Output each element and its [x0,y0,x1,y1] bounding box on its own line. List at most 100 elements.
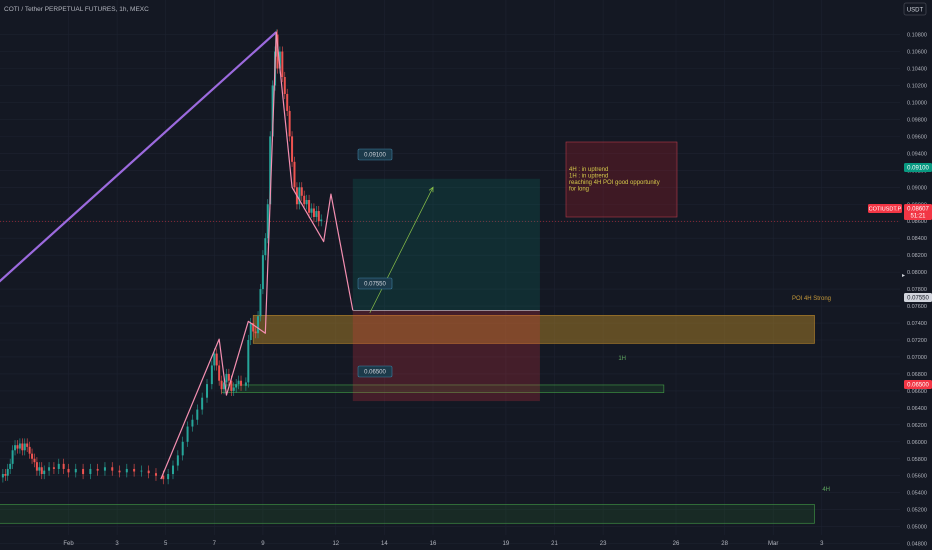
candle-body [281,51,284,77]
candle-body [288,110,291,137]
stop-price-tag[interactable]: 0.06500 [357,365,393,378]
candle-body [26,443,29,447]
time-tick-label: 14 [381,541,388,547]
candle-body [291,136,294,162]
candle-body [96,468,99,471]
price-tick-label: 0.05600 [907,474,927,480]
candle-body [35,462,38,471]
zigzag-line[interactable] [160,31,354,480]
candle-body [31,453,34,459]
annotation-note[interactable]: 4H : in uptrend 1H : in uptrend reaching… [565,141,678,218]
time-tick-label: Feb [63,541,74,547]
axis-entry-tag: 0.07550 [904,293,932,302]
candle-body [18,443,21,449]
price-tick-label: 0.09400 [907,151,927,157]
current-price-text: 0.08607 [907,207,929,213]
price-tick-label: 0.07600 [907,304,927,310]
loss-area[interactable] [352,310,540,402]
currency-button[interactable]: USDT [903,2,927,16]
price-tick-label: 0.10600 [907,50,927,56]
price-pointer-icon[interactable]: ▸ [902,272,905,279]
price-tick-label: 0.07800 [907,287,927,293]
time-tick-label: 3 [820,541,824,547]
candle-body [261,255,264,290]
candle-body [196,409,199,420]
candle-body [278,51,281,69]
candle-body [276,34,279,69]
entry-price-tag-text: 0.07550 [364,282,386,288]
candle-body [52,467,55,469]
time-tick-label: 26 [673,541,680,547]
time-tick-label: 28 [721,541,728,547]
candle-body [210,365,213,385]
candle-body [257,316,260,334]
candle-body [62,463,65,469]
price-tick-label: 0.10000 [907,100,927,106]
time-tick-label: Mar [768,541,778,547]
time-tick-label: 16 [430,541,437,547]
candle-body [240,380,243,386]
candle-body [254,331,257,334]
price-tick-label: 0.05000 [907,525,927,531]
candle-body [232,387,235,391]
candle-body [57,463,60,469]
price-tick-label: 0.10200 [907,83,927,89]
price-tick-label: 0.05800 [907,457,927,463]
price-tick-label: 0.09800 [907,117,927,123]
time-axis[interactable]: Feb 3 5 7 9 12 14 16 19 21 23 26 28 Mar 3 [63,541,824,547]
candle-body [167,474,170,480]
candle-body [308,200,311,213]
target-price-tag[interactable]: 0.09100 [357,148,393,161]
note-line-4: for long [569,187,589,193]
projection-arrow-head [428,186,434,193]
price-tick-label: 0.06000 [907,440,927,446]
axis-stop-tag-text: 0.06500 [907,383,929,389]
time-tick-label: 5 [164,541,168,547]
candle-body [225,373,228,383]
price-tick-label: 0.08400 [907,236,927,242]
zone-box-0[interactable] [252,315,815,344]
zigzag-drawing[interactable] [0,31,434,480]
candle-body [125,468,128,473]
candle-body [40,467,43,475]
candle-body [271,85,274,137]
axis-target-tag: 0.09100 [904,163,932,172]
price-tick-label: 0.10800 [907,33,927,39]
candle-body [320,219,323,222]
candle-body [220,380,223,390]
trendline[interactable] [0,31,278,364]
candle-body [191,419,194,427]
zone-box-2[interactable] [0,504,815,524]
price-axis[interactable]: 0.10800 0.10600 0.10400 0.10200 0.10000 0.098… [907,33,927,548]
svg-text:4H : in uptrend 1H : in: 4H : in uptrend 1H : in uptrend reaching… [569,167,661,193]
price-tick-label: 0.07400 [907,321,927,327]
candle-body [227,373,230,381]
candle-body [259,289,262,317]
candle-body [317,211,320,222]
candle-body [111,467,114,471]
candle-body [74,468,77,473]
price-tick-label: 0.08600 [907,219,927,225]
candle-body [181,441,184,456]
stop-price-tag-text: 0.06500 [364,370,386,376]
candle-body [33,458,36,463]
price-tick-label: 0.06200 [907,423,927,429]
candle-body [305,200,308,205]
price-tick-label: 0.06800 [907,372,927,378]
currency-button-label: USDT [907,8,924,14]
projection-arrow[interactable] [369,187,434,314]
price-tick-label: 0.09000 [907,185,927,191]
entry-price-tag[interactable]: 0.07550 [357,277,393,290]
note-line-3: reaching 4H POI good opportunity [569,180,660,186]
note-line-1: 4H : in uptrend [569,167,608,173]
candle-body [298,187,301,205]
price-tick-label: 0.08000 [907,270,927,276]
candle-body [43,470,46,475]
candle-body [4,474,7,476]
candle-body [252,323,255,332]
candle-body [310,208,313,213]
candle-body [186,426,189,442]
candle-body [171,465,174,475]
candle-body [154,473,157,476]
